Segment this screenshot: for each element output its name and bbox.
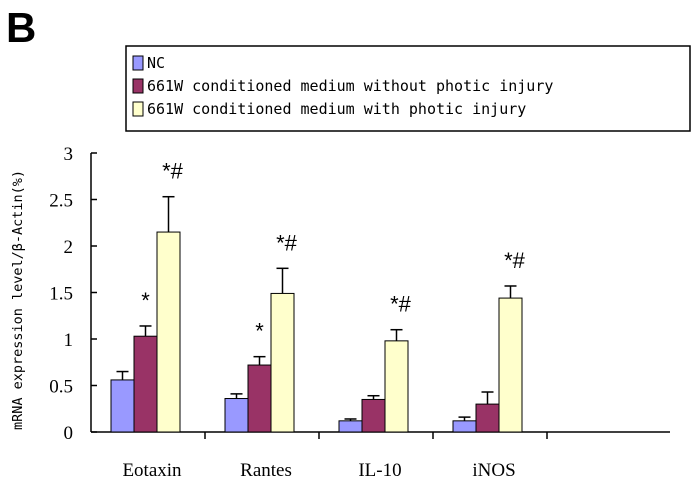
legend-swatch-1 <box>132 55 144 71</box>
bar <box>133 335 158 433</box>
y-tick-label: 0.5 <box>49 377 73 398</box>
y-tick-label: 3 <box>64 144 74 165</box>
bar <box>475 403 500 433</box>
significance-label: *# <box>162 159 184 184</box>
bar <box>361 398 386 433</box>
axes: 0 0.5 1 1.5 2 2.5 3 Eotaxin Rantes IL-10 iNOS <box>49 144 670 481</box>
bar <box>247 364 272 433</box>
significance-label: *# <box>390 292 412 317</box>
significance-label: * <box>141 288 150 313</box>
legend: NC 661W conditioned medium without photic… <box>125 45 691 132</box>
y-tick-label: 1 <box>64 330 74 351</box>
bar <box>384 340 409 433</box>
y-tick-label: 2 <box>64 237 74 258</box>
y-tick-label: 2.5 <box>49 191 73 212</box>
bars: * *# * *# *# *# <box>110 159 526 433</box>
legend-label-3: 661W conditioned medium with photic inju… <box>147 100 526 118</box>
bar <box>110 379 135 433</box>
legend-swatch-2 <box>132 78 144 94</box>
bar <box>338 420 363 433</box>
significance-label: *# <box>276 230 298 255</box>
bar <box>498 297 523 433</box>
y-axis-label: mRNA expression level/β-Actin(%) <box>10 170 26 430</box>
legend-swatch-3 <box>132 101 144 117</box>
legend-box <box>125 45 691 132</box>
x-tick-label: IL-10 <box>358 460 401 481</box>
x-tick-label: iNOS <box>472 460 515 481</box>
bar <box>224 398 249 433</box>
significance-label: *# <box>504 248 526 273</box>
panel-label: B <box>6 4 36 51</box>
x-tick-label: Rantes <box>240 460 292 481</box>
y-tick-label: 0 <box>64 423 74 444</box>
legend-label-1: NC <box>147 54 165 72</box>
bar <box>452 420 477 433</box>
y-tick-label: 1.5 <box>49 284 73 305</box>
legend-label-2: 661W conditioned medium without photic i… <box>147 77 553 95</box>
significance-label: * <box>255 319 264 344</box>
x-tick-label: Eotaxin <box>122 460 182 481</box>
bar <box>156 231 181 433</box>
bar <box>270 292 295 433</box>
